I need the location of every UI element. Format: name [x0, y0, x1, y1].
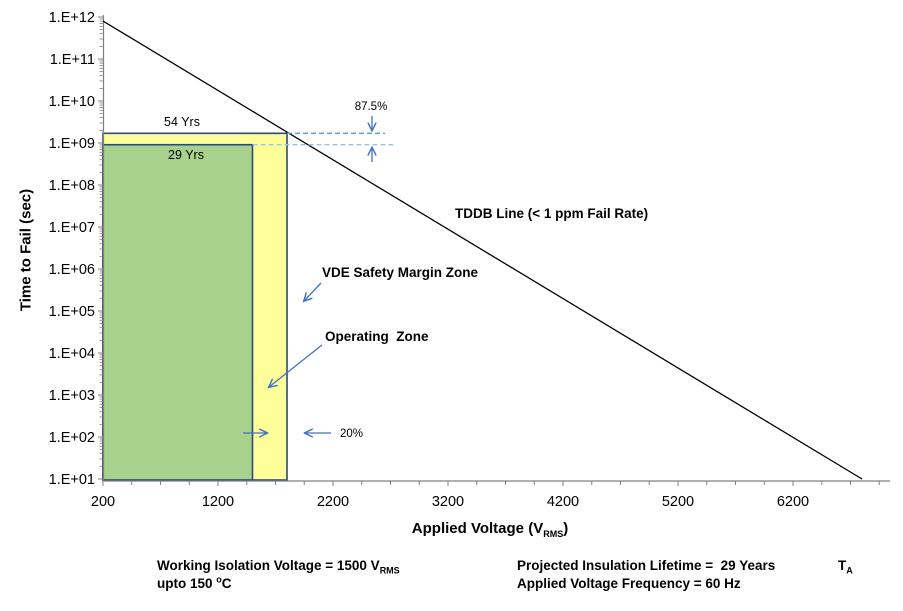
y-tick-label: 1.E+02: [49, 430, 95, 446]
footer-left-line2-superscript: o: [216, 574, 222, 585]
x-tick-label: 2200: [317, 494, 349, 510]
y-tick-label: 1.E+05: [49, 304, 95, 320]
footer-left-line2-text: upto 150: [157, 576, 217, 591]
y-tick-label: 1.E+08: [49, 178, 95, 194]
x-tick-label: 4200: [547, 494, 579, 510]
tddb-line: [102, 20, 863, 480]
y-tick-label: 1.E+12: [49, 10, 95, 26]
y-tick-label: 1.E+09: [49, 136, 95, 152]
label-voltage-margin-percent: 20%: [340, 428, 364, 440]
footer-applied-frequency: Applied Voltage Frequency = 60 Hz: [517, 576, 741, 591]
ta-symbol-text: T: [838, 558, 847, 573]
x-tick-label: 5200: [662, 494, 694, 510]
x-tick-label: 200: [91, 494, 115, 510]
x-tick-label: 1200: [202, 494, 234, 510]
label-tddb-line: TDDB Line (< 1 ppm Fail Rate): [455, 206, 649, 221]
footer-left-line1-text: Working Isolation Voltage = 1500 V: [157, 558, 380, 573]
y-tick-label: 1.E+10: [49, 94, 95, 110]
x-axis-title-text: Applied Voltage (V: [411, 520, 544, 537]
label-operating-zone: Operating Zone: [325, 329, 429, 344]
label-29-yrs: 29 Yrs: [168, 148, 204, 162]
label-vde-safety-margin-zone: VDE Safety Margin Zone: [322, 265, 479, 280]
y-tick-label: 1.E+06: [49, 262, 95, 278]
x-axis-title-subscript: RMS: [543, 529, 564, 539]
y-tick-label: 1.E+01: [49, 472, 95, 488]
label-lifetime-margin-percent: 87.5%: [354, 101, 388, 113]
y-tick-label: 1.E+07: [49, 220, 95, 236]
x-tick-label: 6200: [777, 494, 809, 510]
vde-zone-pointer-arrow: [304, 282, 322, 301]
x-axis-title: Applied Voltage (VRMS): [411, 520, 569, 539]
operating-zone-pointer-arrow: [269, 344, 323, 387]
y-tick-label: 1.E+04: [49, 346, 95, 362]
y-tick-label: 1.E+11: [50, 52, 95, 68]
footer-left-line2-suffix: C: [221, 576, 232, 591]
operating-zone-rect: [102, 143, 254, 481]
label-54-yrs: 54 Yrs: [164, 115, 200, 129]
footer-left-line1-subscript: RMS: [379, 565, 400, 576]
footer-ambient-temperature-symbol: TA: [838, 558, 853, 576]
footer-projected-lifetime: Projected Insulation Lifetime = 29 Years: [517, 558, 776, 573]
x-axis-title-suffix: ): [563, 520, 569, 537]
y-tick-label: 1.E+03: [49, 388, 95, 404]
footer-temperature-condition: upto 150 oC: [157, 574, 232, 591]
x-tick-label: 3200: [432, 494, 464, 510]
y-axis-title: Time to Fail (sec): [17, 188, 35, 312]
footer-working-isolation-voltage: Working Isolation Voltage = 1500 VRMS: [157, 558, 400, 576]
ta-symbol-subscript: A: [846, 565, 853, 576]
